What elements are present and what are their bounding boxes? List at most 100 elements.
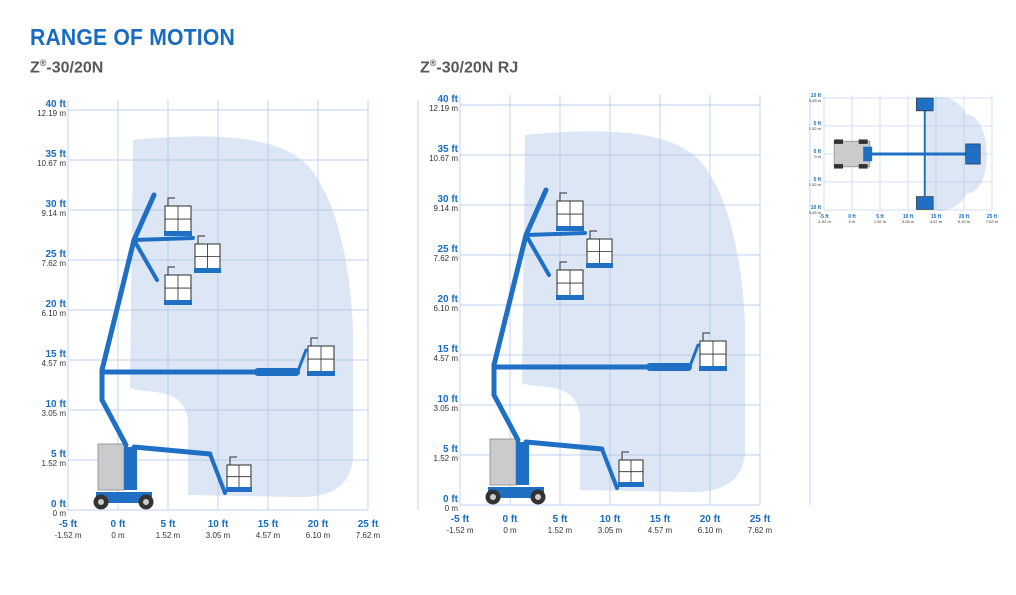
y-tick-label-ft: 10 ft: [45, 399, 66, 410]
boom-section: [491, 392, 521, 443]
y-tick-label-ft: 5 ft: [814, 121, 822, 127]
x-tick-label-ft: 0 ft: [503, 514, 519, 525]
chart-title-z30-20n-rj: Z®-30/20N RJ: [420, 58, 518, 77]
x-tick-label-ft: 15 ft: [650, 514, 671, 525]
model-prefix: Z: [420, 59, 430, 77]
x-tick-label-ft: -5 ft: [451, 514, 470, 525]
y-tick-label-ft: 15 ft: [45, 349, 66, 360]
x-tick-label-m: 1.52 m: [156, 531, 181, 540]
basket-handle: [559, 192, 567, 201]
y-tick-label-ft: 0 ft: [51, 499, 67, 510]
page-title: RANGE OF MOTION: [30, 24, 235, 50]
basket-floor: [556, 295, 584, 300]
lift-machine: [93, 192, 335, 510]
x-tick-label-m: 0 m: [849, 219, 856, 224]
hub: [98, 499, 104, 505]
y-tick-label-m: 6.10 m: [42, 309, 67, 318]
model-prefix: Z: [30, 59, 40, 77]
x-tick-label-m: 6.10 m: [698, 526, 723, 535]
y-tick-label-m: 1.52 m: [809, 182, 822, 187]
x-tick-label-m: -1.52 m: [817, 219, 831, 224]
boom-section: [523, 439, 605, 452]
platform-basket: [699, 332, 727, 371]
registered-mark: ®: [429, 58, 437, 68]
x-tick-label-ft: 5 ft: [161, 519, 177, 530]
y-tick-label-m: 7.62 m: [434, 254, 459, 263]
y-tick-label-ft: 35 ft: [45, 149, 66, 160]
y-tick-label-m: 10.67 m: [37, 159, 66, 168]
y-tick-label-ft: 10 ft: [437, 394, 458, 405]
hub: [535, 494, 541, 500]
grid: [459, 95, 811, 506]
y-tick-label-ft: 0 ft: [814, 149, 822, 155]
machine-body: [97, 443, 125, 491]
basket-handle: [559, 261, 567, 270]
tire: [834, 139, 844, 144]
boom-section: [524, 231, 587, 237]
x-tick-label-ft: -5 ft: [819, 214, 829, 220]
y-tick-label-m: 6.10 m: [434, 304, 459, 313]
platform-basket: [164, 266, 192, 305]
hub: [490, 494, 496, 500]
x-tick-label-ft: 10 ft: [600, 514, 621, 525]
lift-machine: [485, 187, 727, 505]
y-tick-label-ft: 20 ft: [437, 294, 458, 305]
basket-handle: [167, 197, 175, 206]
y-tick-label-m: 3.05 m: [42, 409, 67, 418]
y-tick-label-ft: 40 ft: [437, 94, 458, 105]
x-tick-label-m: -1.52 m: [446, 526, 473, 535]
x-tick-label-m: 7.62 m: [986, 219, 999, 224]
turntable: [516, 442, 529, 485]
platform-basket: [226, 456, 252, 492]
x-tick-label-ft: 25 ft: [750, 514, 771, 525]
basket-floor: [226, 487, 252, 492]
y-tick-label-ft: 10 ft: [811, 205, 822, 211]
basket-floor: [556, 226, 584, 231]
boom-section: [524, 233, 551, 277]
boom-section: [688, 343, 700, 368]
y-tick-label-ft: 5 ft: [814, 177, 822, 183]
platform-top: [916, 97, 934, 112]
y-tick-label-m: 3.05 m: [809, 210, 822, 215]
x-tick-label-ft: -5 ft: [59, 519, 78, 530]
boom-section: [523, 187, 549, 238]
x-tick-label-ft: 20 ft: [700, 514, 721, 525]
x-tick-label-ft: 10 ft: [903, 214, 914, 220]
x-tick-label-m: 1.52 m: [548, 526, 573, 535]
turntable: [124, 447, 137, 490]
x-tick-label-ft: 25 ft: [358, 519, 379, 530]
x-tick-label-m: 6.10 m: [306, 531, 331, 540]
y-tick-label-m: 3.05 m: [434, 404, 459, 413]
top-view-machine: [833, 97, 981, 210]
y-tick-label-ft: 30 ft: [437, 194, 458, 205]
boom-section: [296, 348, 308, 373]
tire: [858, 139, 868, 144]
x-tick-label-m: 7.62 m: [748, 526, 773, 535]
y-tick-label-m: 1.52 m: [809, 126, 822, 131]
platform-top: [965, 143, 981, 165]
platform-top: [916, 196, 934, 210]
x-tick-label-m: 0 m: [503, 526, 517, 535]
y-tick-label-ft: 10 ft: [811, 93, 822, 99]
y-tick-label-m: 12.19 m: [37, 109, 66, 118]
basket-floor: [164, 231, 192, 236]
tire: [834, 164, 844, 169]
y-tick-label-m: 1.52 m: [42, 459, 67, 468]
y-tick-label-ft: 5 ft: [51, 449, 67, 460]
basket-floor: [586, 263, 613, 268]
y-tick-label-m: 0 m: [445, 504, 459, 513]
x-tick-label-ft: 10 ft: [208, 519, 229, 530]
x-tick-label-ft: 0 ft: [111, 519, 127, 530]
boom-section: [491, 232, 529, 368]
registered-mark: ®: [39, 58, 47, 68]
chassis: [96, 492, 152, 503]
y-tick-label-m: 7.62 m: [42, 259, 67, 268]
x-tick-label-ft: 20 ft: [308, 519, 329, 530]
basket-handle: [589, 230, 597, 239]
y-tick-label-m: 9.14 m: [42, 209, 67, 218]
platform-basket: [586, 230, 613, 268]
basket-handle: [229, 456, 237, 465]
y-tick-label-m: 3.05 m: [809, 98, 822, 103]
